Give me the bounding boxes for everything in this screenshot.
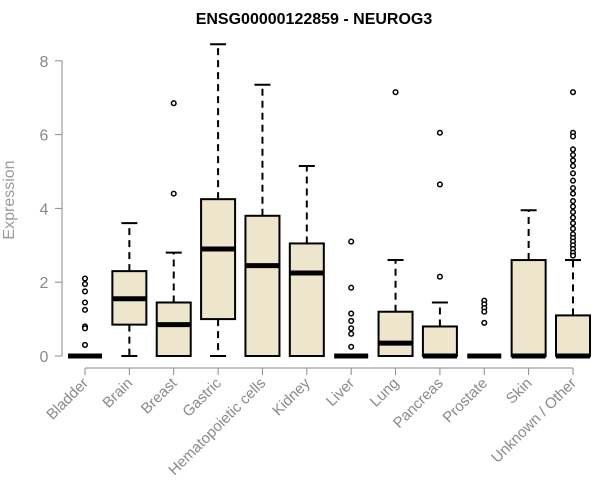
outlier-point bbox=[569, 252, 577, 259]
outlier-point bbox=[569, 214, 577, 221]
outlier-point bbox=[170, 190, 177, 197]
outlier-point bbox=[348, 238, 355, 245]
outlier-point bbox=[170, 100, 177, 107]
outlier-point bbox=[569, 151, 577, 158]
y-axis-label: Expression bbox=[1, 160, 18, 239]
outlier-point bbox=[81, 325, 89, 332]
outlier-point bbox=[81, 299, 89, 306]
x-tick-label: Skin bbox=[503, 375, 536, 408]
outlier-point bbox=[81, 341, 89, 348]
x-tick-label: Bladder bbox=[43, 375, 92, 424]
outlier-point bbox=[348, 325, 355, 332]
x-tick-label: Kidney bbox=[269, 374, 314, 419]
outlier-point bbox=[81, 288, 89, 295]
box-group bbox=[200, 43, 237, 357]
box bbox=[377, 310, 414, 357]
x-tick-label: Brain bbox=[99, 375, 136, 412]
outlier-point bbox=[569, 209, 577, 216]
outlier-point bbox=[81, 306, 89, 313]
box-group bbox=[68, 275, 102, 359]
outlier-point bbox=[81, 280, 89, 288]
box-group bbox=[244, 83, 281, 357]
x-tick-label: Breast bbox=[138, 374, 181, 417]
x-tick-label: Liver bbox=[323, 375, 358, 410]
y-tick-label: 0 bbox=[40, 349, 49, 366]
outlier-point bbox=[348, 343, 355, 350]
x-tick-label: Lung bbox=[367, 375, 403, 411]
box-group bbox=[155, 100, 192, 357]
box-group bbox=[510, 209, 547, 359]
outlier-point bbox=[348, 330, 355, 337]
outlier-point bbox=[569, 197, 577, 205]
outlier-point bbox=[569, 220, 577, 227]
outlier-point bbox=[81, 275, 89, 282]
outlier-point bbox=[569, 190, 577, 197]
outlier-point bbox=[569, 162, 577, 170]
box-group bbox=[377, 89, 414, 357]
y-tick-label: 6 bbox=[40, 128, 49, 145]
x-tick-label: Prostate bbox=[440, 375, 492, 427]
chart-title: ENSG00000122859 - NEUROG3 bbox=[196, 11, 433, 28]
outlier-point bbox=[348, 284, 355, 291]
outlier-point bbox=[436, 181, 443, 188]
outlier-point bbox=[348, 310, 355, 317]
box-group bbox=[288, 164, 325, 357]
boxes bbox=[68, 43, 591, 359]
outlier-point bbox=[481, 308, 488, 315]
box bbox=[288, 242, 325, 357]
outlier-point bbox=[569, 225, 577, 232]
y-axis: 0 2 4 6 8 bbox=[40, 54, 63, 366]
box bbox=[155, 301, 192, 357]
y-tick-label: 8 bbox=[40, 54, 49, 71]
x-tick-label: Unknown / Other bbox=[488, 375, 580, 467]
y-tick-label: 4 bbox=[40, 201, 49, 218]
outlier-point bbox=[436, 129, 443, 136]
y-tick-label: 2 bbox=[40, 275, 49, 292]
outlier-point bbox=[569, 157, 577, 164]
outlier-point bbox=[569, 133, 577, 140]
outlier-point bbox=[569, 177, 577, 184]
box-group bbox=[467, 297, 502, 359]
box-group bbox=[111, 222, 148, 357]
box bbox=[555, 314, 591, 358]
box bbox=[200, 198, 237, 321]
box-group bbox=[334, 238, 369, 359]
outlier-point bbox=[348, 317, 355, 324]
outlier-point bbox=[481, 319, 488, 326]
outlier-point bbox=[436, 273, 443, 280]
box bbox=[510, 259, 547, 357]
box-group bbox=[555, 89, 591, 359]
outlier-point bbox=[569, 146, 577, 153]
outlier-point bbox=[569, 203, 577, 210]
outlier-point bbox=[569, 185, 577, 192]
box bbox=[421, 325, 458, 358]
outlier-point bbox=[569, 89, 577, 96]
outlier-point bbox=[392, 89, 399, 96]
box bbox=[244, 214, 281, 357]
box-group bbox=[421, 129, 458, 359]
outlier-point bbox=[569, 170, 577, 177]
